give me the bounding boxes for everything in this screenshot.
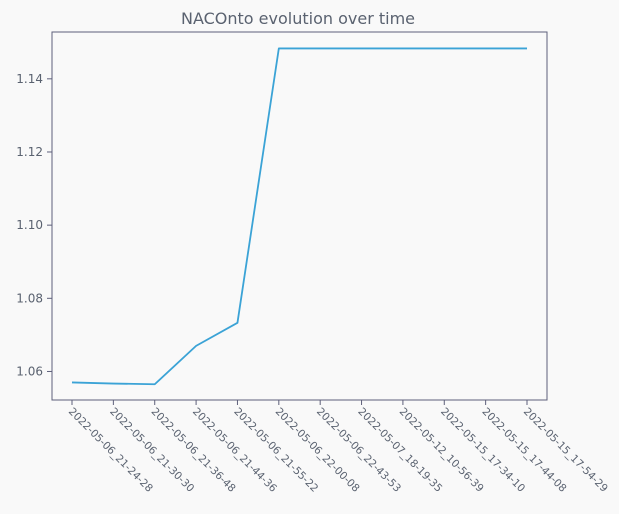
data-point bbox=[112, 383, 114, 385]
x-tick-label: 2022-05-06_22-00-08 bbox=[273, 406, 362, 495]
x-tick-label: 2022-05-06_21-24-28 bbox=[66, 406, 155, 495]
x-axis: 2022-05-06_21-24-282022-05-06_21-30-3020… bbox=[66, 400, 610, 495]
plot-area-frame bbox=[51, 31, 548, 401]
x-tick-label: 2022-05-15_17-34-10 bbox=[438, 406, 527, 495]
data-point bbox=[195, 345, 197, 347]
data-point bbox=[236, 322, 238, 324]
data-point bbox=[402, 47, 404, 49]
x-tick-label: 2022-05-06_21-55-22 bbox=[231, 406, 320, 495]
data-point bbox=[71, 381, 73, 383]
data-point bbox=[278, 47, 280, 49]
series-layer bbox=[71, 47, 528, 386]
data-point bbox=[361, 47, 363, 49]
x-tick-label: 2022-05-06_21-36-48 bbox=[149, 406, 238, 495]
chart-title: NACOnto evolution over time bbox=[181, 9, 415, 28]
x-tick-label: 2022-05-12_10-56-39 bbox=[397, 406, 486, 495]
x-tick-label: 2022-05-15_17-54-29 bbox=[521, 406, 610, 495]
data-point bbox=[319, 47, 321, 49]
y-tick-label: 1.06 bbox=[16, 364, 43, 378]
y-tick-label: 1.14 bbox=[16, 72, 43, 86]
y-tick-label: 1.10 bbox=[16, 218, 43, 232]
series-line bbox=[71, 47, 527, 386]
x-tick-label: 2022-05-06_21-44-36 bbox=[190, 406, 279, 495]
data-point bbox=[526, 47, 528, 49]
x-tick-label: 2022-05-15_17-44-08 bbox=[480, 406, 569, 495]
x-tick-label: 2022-05-06_22-43-53 bbox=[314, 406, 403, 495]
x-tick-label: 2022-05-07_18-19-35 bbox=[355, 406, 444, 495]
y-tick-label: 1.12 bbox=[16, 145, 43, 159]
x-tick-label: 2022-05-06_21-30-30 bbox=[107, 406, 196, 495]
data-point bbox=[154, 383, 156, 385]
data-point bbox=[485, 47, 487, 49]
y-axis: 1.06 1.08 1.10 1.12 1.14 bbox=[16, 72, 52, 378]
data-point bbox=[443, 47, 445, 49]
y-tick-label: 1.08 bbox=[16, 291, 43, 305]
